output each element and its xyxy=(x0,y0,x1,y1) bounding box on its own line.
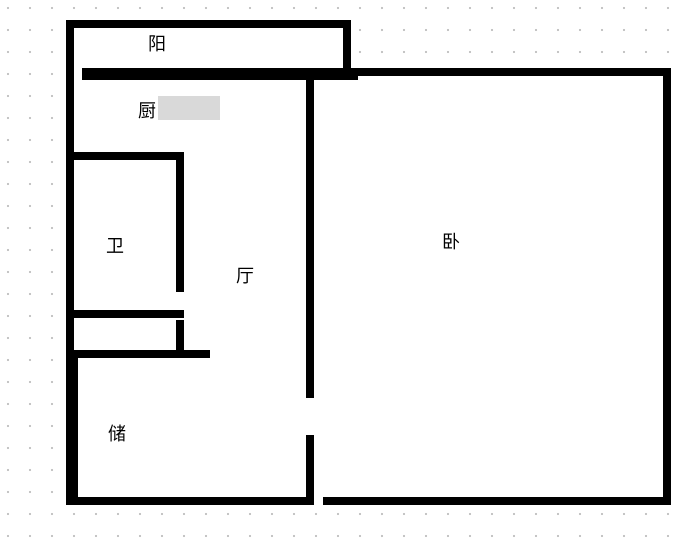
room-label-bedroom: 卧 xyxy=(442,228,460,254)
wall-segment xyxy=(176,152,184,292)
wall-segment xyxy=(343,20,351,76)
room-interior-fill xyxy=(68,72,308,502)
room-interior-fill xyxy=(306,72,666,502)
wall-segment xyxy=(323,497,671,505)
wall-segment xyxy=(306,68,314,398)
wall-segment xyxy=(351,68,671,76)
wall-segment xyxy=(66,497,308,505)
wall-segment xyxy=(70,310,184,318)
floorplan-layer: 阳厨卫厅 卧储 xyxy=(0,0,684,555)
wall-segment xyxy=(82,68,358,80)
wall-segment xyxy=(306,435,314,505)
room-label-kitchen: 厨 xyxy=(138,97,156,123)
room-label-bathroom: 卫 xyxy=(106,232,124,258)
wall-segment xyxy=(70,358,78,498)
wall-segment xyxy=(66,20,351,28)
floorplan-canvas: 阳厨卫厅 卧储 xyxy=(0,0,684,555)
room-label-hall: 厅 xyxy=(236,262,254,288)
wall-segment xyxy=(70,350,210,358)
room-label-balcony: 阳 xyxy=(148,30,166,56)
room-label-storage: 储 xyxy=(108,420,126,446)
kitchen-counter-highlight xyxy=(158,96,220,120)
wall-segment xyxy=(70,152,182,160)
wall-segment xyxy=(663,68,671,505)
